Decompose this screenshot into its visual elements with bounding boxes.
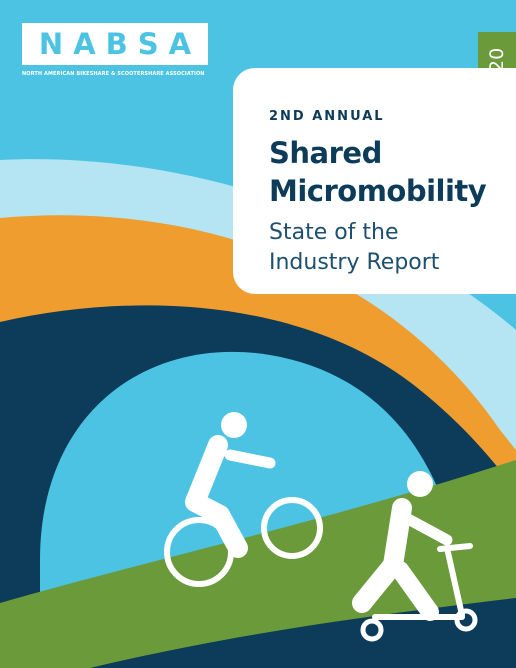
report-subtitle: State of the Industry Report	[269, 218, 509, 278]
cyclist-icon	[164, 412, 323, 587]
report-title: Shared Micromobility	[269, 134, 509, 210]
title-line: Micromobility	[269, 174, 487, 208]
nabsa-logo: NABSA	[22, 23, 208, 65]
title-card	[233, 68, 516, 294]
subtitle-line: Industry Report	[269, 250, 440, 275]
scooter-rider-icon	[352, 471, 478, 642]
title-line: Shared	[269, 136, 382, 170]
logo-tagline: NORTH AMERICAN BIKESHARE & SCOOTERSHARE …	[22, 71, 205, 77]
edition-label: 2ND ANNUAL	[269, 109, 385, 124]
logo-wordmark: NABSA	[38, 26, 202, 61]
subtitle-line: State of the	[269, 220, 399, 245]
green-hill	[0, 460, 516, 668]
